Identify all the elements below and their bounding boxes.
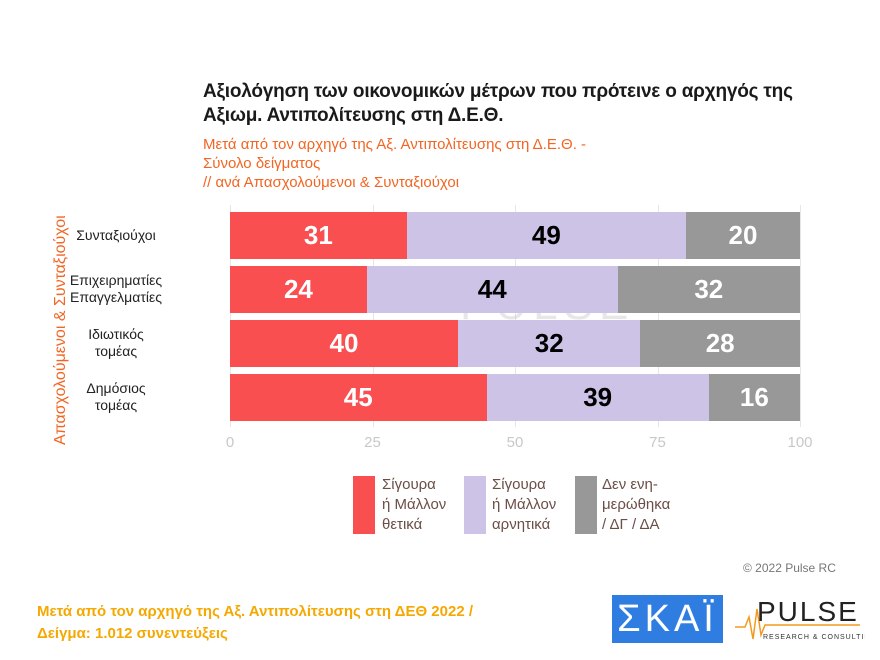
bar-segment: 24	[230, 266, 367, 313]
x-tick-label: 0	[225, 434, 235, 451]
data-label: 39	[583, 382, 613, 412]
bar-segment: 39	[486, 374, 709, 421]
gridline	[515, 205, 516, 427]
bar-segment: 45	[230, 374, 487, 421]
legend-swatch-negative	[464, 476, 486, 534]
bar-segment: 44	[366, 266, 618, 313]
chart-subtitle: Μετά από τον αρχηγό της Αξ. Αντιπολίτευσ…	[203, 136, 587, 191]
category-label: Επιχειρηματίες Επαγγελματίες	[69, 272, 163, 305]
category-label: Συνταξιούχοι	[76, 226, 156, 243]
bar-segment: 16	[708, 374, 800, 421]
bar-segment: 20	[686, 212, 800, 259]
data-label: 31	[303, 220, 333, 250]
legend-label-positive: Σίγουρα ή Μάλλον θετικά	[382, 476, 447, 533]
category-label: Ιδιωτικός τομέας	[88, 326, 144, 359]
x-tick-label: 100	[787, 434, 813, 451]
gridline	[800, 205, 801, 427]
gridline	[230, 205, 231, 427]
legend-label-dk: Δεν ενη- μερώθηκα / ΔΓ / ΔΑ	[602, 476, 671, 533]
data-label: 24	[283, 274, 313, 304]
svg-text:PULSE: PULSE	[757, 596, 859, 627]
pulse-logo: PULSE RESEARCH & CONSULTING	[735, 596, 865, 641]
data-label: 45	[343, 382, 373, 412]
bar-segment: 31	[230, 212, 407, 259]
bar-segment: 28	[640, 320, 800, 367]
bar-segment: 40	[230, 320, 458, 367]
legend-label-negative: Σίγουρα ή Μάλλον αρνητικά	[492, 476, 557, 533]
data-label: 32	[694, 274, 724, 304]
bar-segment: 32	[617, 266, 800, 313]
data-label: 44	[477, 274, 507, 304]
x-tick-label: 25	[364, 434, 381, 451]
bar-segment: 32	[458, 320, 641, 367]
svg-text:RESEARCH & CONSULTING: RESEARCH & CONSULTING	[763, 634, 865, 641]
data-label: 28	[705, 328, 735, 358]
gridline	[657, 205, 659, 427]
legend-swatch-dk	[575, 476, 597, 534]
chart-title: Αξιολόγηση των οικονομικών μέτρων που πρ…	[203, 81, 793, 126]
copyright: © 2022 Pulse RC	[743, 561, 836, 575]
data-label: 16	[739, 382, 769, 412]
x-tick-label: 75	[649, 434, 666, 451]
data-label: 40	[329, 328, 359, 358]
legend-swatch-positive	[353, 476, 375, 534]
data-label: 20	[728, 220, 758, 250]
data-label: 49	[531, 220, 561, 250]
skai-logo: ΣΚΑΪ	[612, 595, 723, 643]
bar-segment: 49	[406, 212, 686, 259]
category-label: Δημόσιος τομέας	[86, 380, 146, 413]
footer-note: Μετά από τον αρχηγό της Αξ. Αντιπολίτευσ…	[37, 603, 474, 642]
data-label: 32	[534, 328, 564, 358]
x-tick-label: 50	[506, 434, 524, 451]
gridline	[372, 205, 374, 427]
